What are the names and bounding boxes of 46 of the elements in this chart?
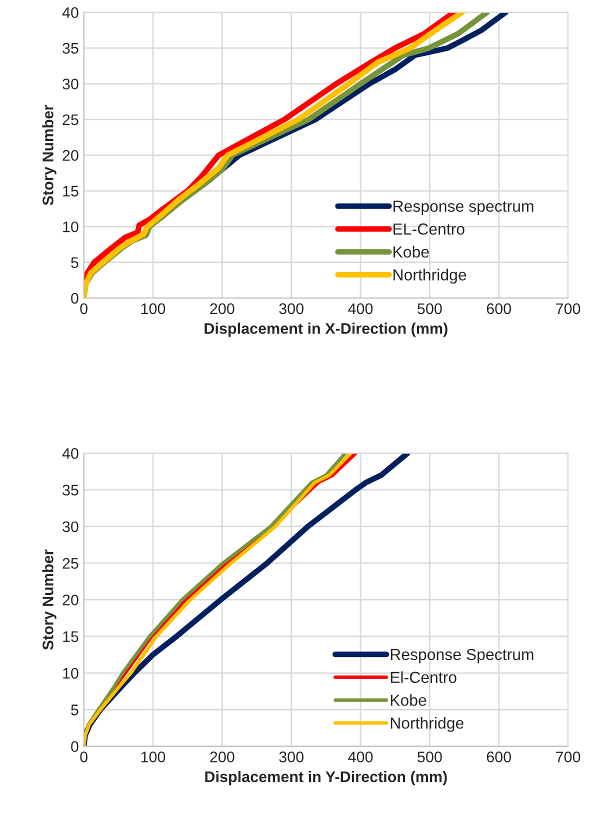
x-axis-title: Displacement in Y-Direction (mm) <box>205 770 447 786</box>
x-tick-label: 700 <box>556 752 580 762</box>
y-tick-label: 5 <box>71 257 78 268</box>
x-tick-label: 300 <box>279 752 304 762</box>
y-tick-label: 0 <box>71 741 78 752</box>
legend-label: EL-Centro <box>394 223 464 235</box>
y-tick-label: 0 <box>71 292 78 304</box>
x-tick-label: 500 <box>418 303 442 314</box>
x-tick-label: 100 <box>141 303 166 314</box>
y-tick-label: 10 <box>63 668 78 679</box>
y-tick-label: 20 <box>62 594 78 606</box>
x-tick-label: 400 <box>348 752 373 762</box>
legend-label: Response Spectrum <box>390 648 534 664</box>
y-tick-label: 40 <box>62 448 78 459</box>
y-axis-title: Story Number <box>42 104 56 206</box>
y-tick-label: 25 <box>62 558 78 569</box>
y-tick-label: 35 <box>62 484 78 496</box>
x-tick-label: 500 <box>418 752 442 762</box>
x-tick-label: 300 <box>279 303 304 314</box>
legend-label: Kobe <box>394 246 429 258</box>
y-tick-label: 25 <box>62 114 78 126</box>
x-tick-label: 0 <box>80 752 88 762</box>
y-tick-label: 15 <box>63 631 78 642</box>
y-tick-label: 40 <box>62 7 78 18</box>
legend-label: Response spectrum <box>394 200 534 216</box>
legend-label: Northridge <box>390 717 464 732</box>
y-tick-label: 15 <box>63 186 78 197</box>
y-tick-label: 10 <box>63 221 78 232</box>
x-tick-label: 600 <box>486 303 511 314</box>
x-tick-label: 700 <box>556 303 580 314</box>
y-axis-title: Story Number <box>42 549 56 650</box>
legend-label: El-Centro <box>390 671 456 684</box>
x-tick-label: 400 <box>348 303 373 314</box>
y-tick-label: 20 <box>62 150 78 161</box>
x-tick-label: 200 <box>210 303 234 314</box>
y-tick-label: 5 <box>71 704 78 716</box>
y-tick-label: 35 <box>62 42 78 54</box>
x-tick-label: 100 <box>141 752 166 762</box>
x-tick-label: 600 <box>486 752 511 762</box>
legend-label: Northridge <box>394 268 466 284</box>
legend-label: Kobe <box>390 694 426 706</box>
x-axis-title: Displacement in X-Direction (mm) <box>204 322 448 337</box>
x-tick-label: 200 <box>210 752 234 762</box>
y-tick-label: 30 <box>62 521 78 532</box>
y-tick-label: 30 <box>62 78 78 90</box>
x-tick-label: 0 <box>80 303 88 314</box>
